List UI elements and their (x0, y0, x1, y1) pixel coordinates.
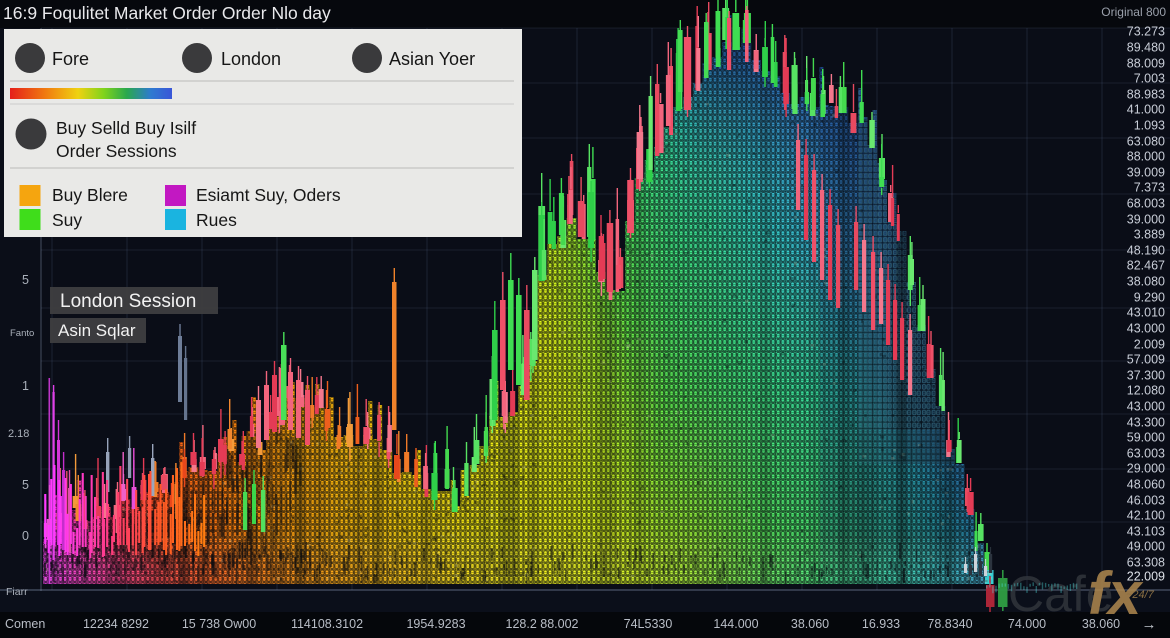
svg-text:73.273: 73.273 (1127, 24, 1165, 38)
svg-text:43.000: 43.000 (1127, 399, 1165, 413)
svg-text:5: 5 (22, 478, 29, 492)
svg-text:37.300: 37.300 (1127, 368, 1165, 382)
svg-text:38.060: 38.060 (1082, 617, 1120, 631)
svg-text:38.080: 38.080 (1127, 274, 1165, 288)
svg-text:0: 0 (22, 529, 29, 543)
svg-text:3.889: 3.889 (1134, 227, 1165, 241)
svg-text:12.080: 12.080 (1127, 383, 1165, 397)
svg-text:57.009: 57.009 (1127, 352, 1165, 366)
svg-text:39.000: 39.000 (1127, 212, 1165, 226)
svg-text:43.103: 43.103 (1127, 524, 1165, 538)
svg-text:42.100: 42.100 (1127, 508, 1165, 522)
svg-text:43.300: 43.300 (1127, 415, 1165, 429)
svg-text:~24/7: ~24/7 (1126, 589, 1155, 601)
svg-text:Order Sessions: Order Sessions (56, 141, 177, 161)
svg-text:88.000: 88.000 (1127, 149, 1165, 163)
svg-text:48.190: 48.190 (1127, 243, 1165, 257)
svg-text:128.2 88.002: 128.2 88.002 (506, 617, 579, 631)
svg-text:Fiarr: Fiarr (6, 586, 28, 598)
svg-text:Rues: Rues (196, 210, 237, 230)
svg-text:Fore: Fore (52, 49, 89, 69)
svg-text:46.003: 46.003 (1127, 493, 1165, 507)
svg-text:5: 5 (22, 273, 29, 287)
svg-text:9.290: 9.290 (1134, 290, 1165, 304)
svg-text:63.308: 63.308 (1127, 555, 1165, 569)
svg-text:Cafe: Cafe (1008, 566, 1114, 622)
svg-text:Fanto: Fanto (10, 328, 34, 339)
svg-text:2.18: 2.18 (8, 428, 29, 440)
svg-text:Asin Sqlar: Asin Sqlar (58, 321, 136, 340)
svg-text:London Session: London Session (60, 291, 196, 312)
svg-text:16:9 Foqulitet Market Order Or: 16:9 Foqulitet Market Order Order Nlo da… (3, 3, 331, 23)
svg-text:7.003: 7.003 (1134, 71, 1165, 85)
svg-text:68.003: 68.003 (1127, 196, 1165, 210)
svg-text:82.467: 82.467 (1127, 258, 1165, 272)
svg-text:fx: fx (1088, 560, 1144, 627)
svg-text:Buy Selld Buy Isilf: Buy Selld Buy Isilf (56, 118, 196, 138)
svg-text:74L5330: 74L5330 (624, 617, 673, 631)
svg-text:15 738 Ow00: 15 738 Ow00 (182, 617, 256, 631)
svg-text:38.060: 38.060 (791, 617, 829, 631)
svg-text:Asian Yoer: Asian Yoer (389, 49, 475, 69)
svg-text:7.373: 7.373 (1134, 180, 1165, 194)
svg-text:43.010: 43.010 (1127, 305, 1165, 319)
svg-text:16.933: 16.933 (862, 617, 900, 631)
svg-text:22.009: 22.009 (1127, 569, 1165, 583)
svg-text:→: → (1142, 616, 1157, 633)
svg-text:29.000: 29.000 (1127, 461, 1165, 475)
svg-text:78.8340: 78.8340 (927, 617, 972, 631)
svg-text:88.983: 88.983 (1127, 87, 1165, 101)
svg-text:1.093: 1.093 (1134, 118, 1165, 132)
svg-text:144.000: 144.000 (713, 617, 758, 631)
svg-text:Comen: Comen (5, 617, 45, 631)
svg-text:12234 8292: 12234 8292 (83, 617, 149, 631)
svg-text:Suy: Suy (52, 210, 82, 230)
svg-text:89.480: 89.480 (1127, 40, 1165, 54)
svg-text:59.000: 59.000 (1127, 430, 1165, 444)
svg-text:74.000: 74.000 (1008, 617, 1046, 631)
svg-text:1: 1 (22, 379, 29, 393)
svg-text:Esiamt Suy, Oders: Esiamt Suy, Oders (196, 185, 341, 205)
svg-text:2.009: 2.009 (1134, 337, 1165, 351)
svg-text:48.060: 48.060 (1127, 477, 1165, 491)
svg-text:Buy Blere: Buy Blere (52, 185, 128, 205)
svg-text:63.003: 63.003 (1127, 446, 1165, 460)
svg-text:43.000: 43.000 (1127, 321, 1165, 335)
svg-text:41.000: 41.000 (1127, 102, 1165, 116)
svg-text:63.080: 63.080 (1127, 134, 1165, 148)
svg-text:49.000: 49.000 (1127, 539, 1165, 553)
svg-text:88.009: 88.009 (1127, 56, 1165, 70)
svg-text:London: London (221, 49, 281, 69)
svg-text:114108.3102: 114108.3102 (291, 617, 363, 631)
svg-text:39.009: 39.009 (1127, 165, 1165, 179)
svg-text:1954.9283: 1954.9283 (406, 617, 465, 631)
svg-text:Original 800: Original 800 (1101, 5, 1166, 19)
